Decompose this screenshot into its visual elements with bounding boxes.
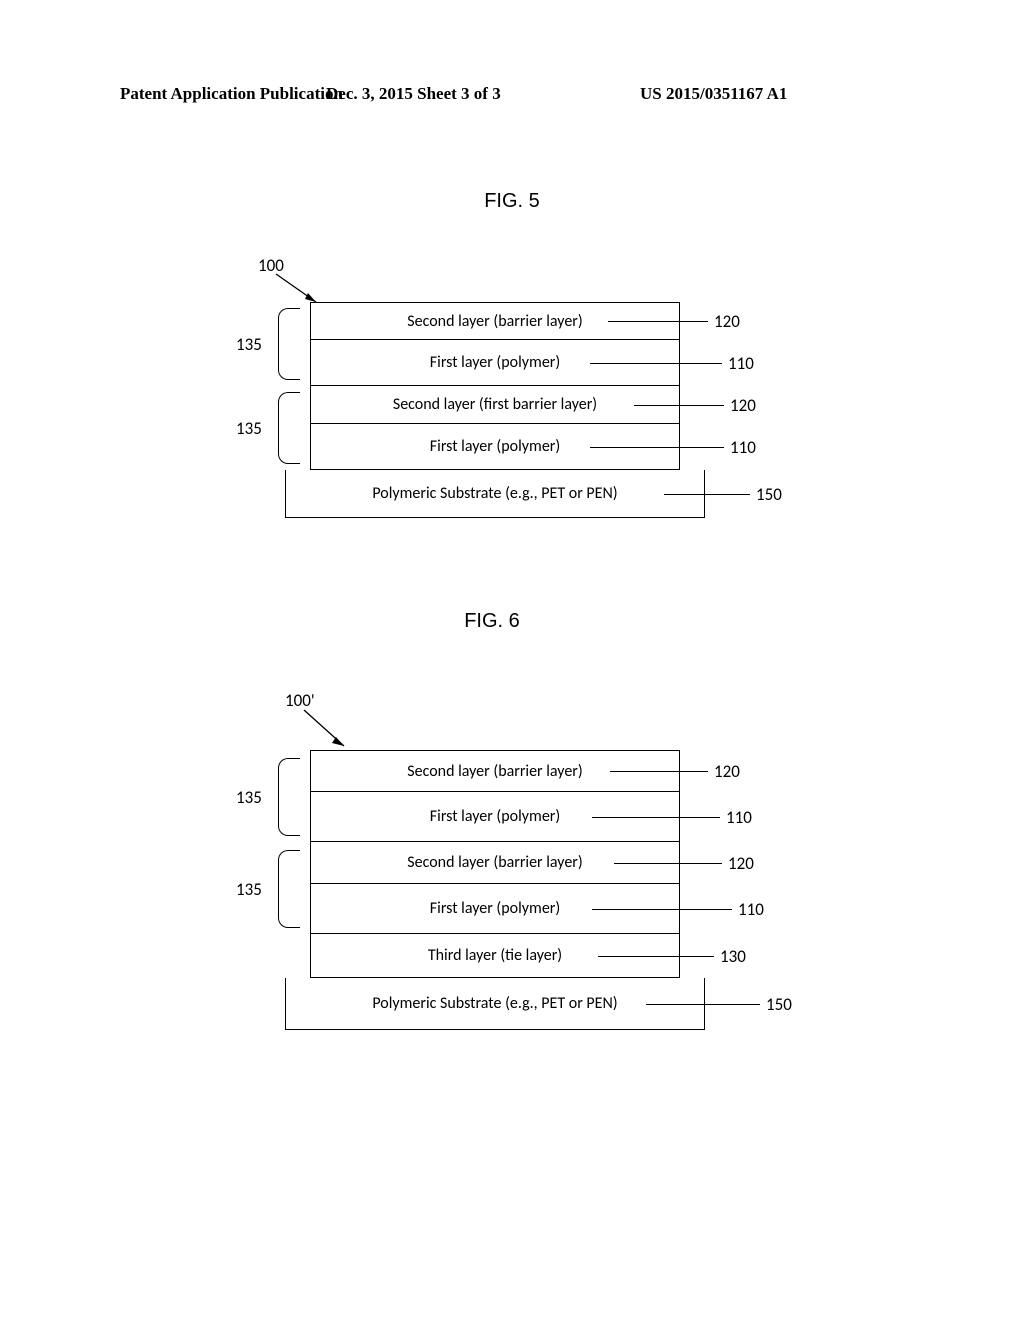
header-left: Patent Application Publication (120, 84, 343, 104)
ref-line (590, 363, 722, 364)
ref-line (614, 863, 722, 864)
bracket (278, 758, 300, 836)
bracket-label: 135 (236, 787, 262, 808)
ref-label: 120 (714, 761, 740, 782)
layer-row: Second layer (first barrier layer) (310, 386, 680, 424)
substrate-text: Polymeric Substrate (e.g., PET or PEN) (372, 994, 617, 1013)
substrate-row: Polymeric Substrate (e.g., PET or PEN) (285, 978, 705, 1030)
ref-line (592, 817, 720, 818)
layer-text: First layer (polymer) (430, 807, 560, 826)
ref-line (592, 909, 732, 910)
header-right: US 2015/0351167 A1 (640, 84, 787, 104)
fig6-title: FIG. 6 (0, 610, 1024, 633)
layer-text: First layer (polymer) (430, 899, 560, 918)
layer-text: Third layer (tie layer) (428, 946, 562, 965)
bracket (278, 392, 300, 464)
ref-label: 120 (728, 853, 754, 874)
ref-line (634, 405, 724, 406)
ref-line (590, 447, 724, 448)
fig5-stack: Second layer (barrier layer) First layer… (310, 302, 705, 518)
ref-label: 110 (738, 899, 764, 920)
bracket-label: 135 (236, 418, 262, 439)
layer-text: Second layer (barrier layer) (407, 853, 582, 872)
ref-label: 120 (730, 395, 756, 416)
ref-line (646, 1004, 760, 1005)
fig6-stack: Second layer (barrier layer) First layer… (310, 750, 705, 1030)
header-center: Dec. 3, 2015 Sheet 3 of 3 (326, 84, 501, 104)
ref-line (598, 956, 714, 957)
ref-line (608, 321, 708, 322)
ref-line (664, 494, 750, 495)
layer-text: Second layer (barrier layer) (407, 312, 582, 331)
layer-text: Second layer (barrier layer) (407, 762, 582, 781)
fig6-pointer-arrow (300, 708, 360, 754)
layer-text: First layer (polymer) (430, 353, 560, 372)
layer-text: First layer (polymer) (430, 437, 560, 456)
ref-label: 150 (756, 484, 782, 505)
ref-label: 110 (730, 437, 756, 458)
ref-label: 110 (726, 807, 752, 828)
fig5-title: FIG. 5 (0, 190, 1024, 213)
bracket-label: 135 (236, 334, 262, 355)
substrate-text: Polymeric Substrate (e.g., PET or PEN) (372, 484, 617, 503)
ref-label: 110 (728, 353, 754, 374)
bracket-label: 135 (236, 879, 262, 900)
ref-label: 150 (766, 994, 792, 1015)
layer-text: Second layer (first barrier layer) (393, 395, 597, 414)
figure-5: FIG. 5 100 Second layer (barrier layer) … (0, 190, 1024, 570)
bracket (278, 308, 300, 380)
bracket (278, 850, 300, 928)
ref-label: 120 (714, 311, 740, 332)
ref-label: 130 (720, 946, 746, 967)
ref-line (610, 771, 708, 772)
substrate-row: Polymeric Substrate (e.g., PET or PEN) (285, 470, 705, 518)
figure-6: FIG. 6 100' Second layer (barrier layer)… (0, 610, 1024, 1130)
